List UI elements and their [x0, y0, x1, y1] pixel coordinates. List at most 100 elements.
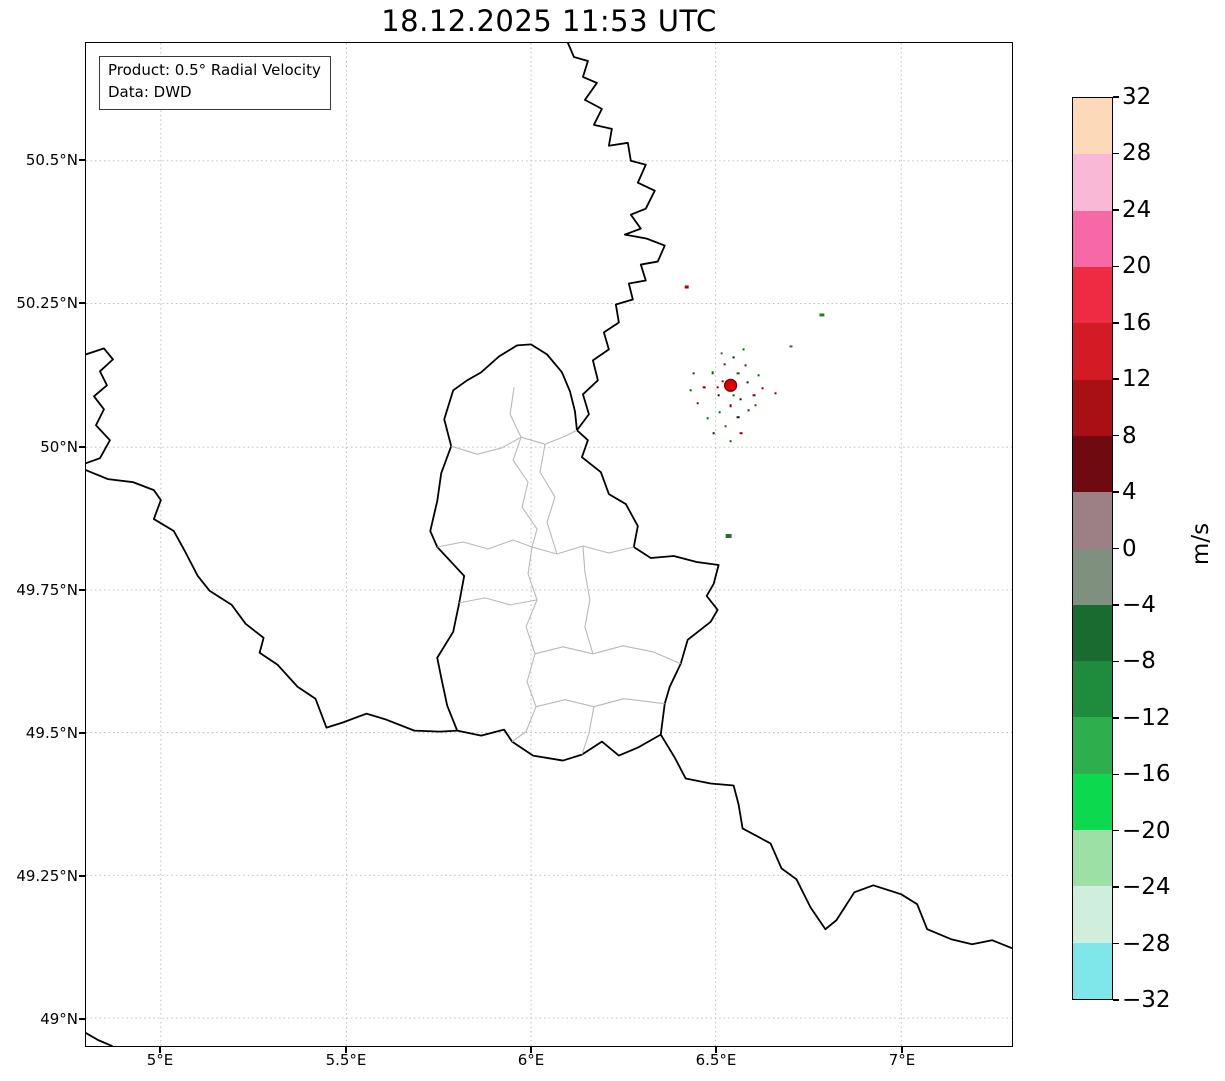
lat-tick-label: 49.5°N	[25, 724, 78, 742]
colorbar-tick-label: −28	[1122, 930, 1171, 957]
radar-echo-pixel	[754, 404, 757, 407]
country-borders	[86, 43, 1012, 1046]
colorbar-segment	[1073, 830, 1112, 887]
colorbar-tick-mark	[1113, 829, 1119, 832]
border-france-west	[86, 469, 459, 733]
radar-echo-pixel	[723, 363, 726, 366]
lon-tick-label: 6.5°E	[695, 1051, 737, 1069]
colorbar-segment	[1073, 379, 1112, 436]
radar-echo-pixel	[744, 364, 747, 367]
lat-tick-mark	[79, 159, 85, 161]
colorbar-tick-label: 20	[1122, 253, 1152, 280]
colorbar-tick-mark	[1113, 660, 1119, 663]
colorbar-segment	[1073, 323, 1112, 380]
radar-echo-pixel	[711, 371, 714, 375]
colorbar-segment	[1073, 154, 1112, 211]
lat-tick-mark	[79, 1018, 85, 1020]
radar-echo-pixel	[724, 425, 727, 428]
radar-echo-pixel	[736, 372, 740, 375]
map-svg	[86, 43, 1012, 1046]
colorbar-tick-label: −4	[1122, 591, 1156, 618]
colorbar-tick-mark	[1113, 773, 1119, 775]
colorbar-segment	[1073, 210, 1112, 267]
colorbar-tick-label: −12	[1122, 704, 1171, 731]
colorbar-tick-mark	[1113, 886, 1119, 888]
lon-tick-mark	[530, 1047, 532, 1053]
lon-tick-mark	[159, 1047, 161, 1053]
data-source-line: Data: DWD	[108, 82, 192, 101]
colorbar-tick-label: −8	[1122, 648, 1156, 675]
product-info-box: Product: 0.5° Radial Velocity Data: DWD	[99, 56, 331, 110]
radar-site-marker	[724, 378, 738, 392]
radar-echo-pixel	[725, 534, 732, 539]
lat-tick-mark	[79, 589, 85, 591]
colorbar-segment	[1073, 661, 1112, 718]
radar-echo-pixel	[706, 417, 709, 420]
border-france-east	[659, 733, 1012, 950]
radar-echo-pixel	[732, 356, 735, 359]
colorbar-tick-mark	[1113, 999, 1119, 1001]
colorbar-segment	[1073, 266, 1112, 324]
colorbar-tick-label: 32	[1122, 84, 1152, 110]
border-west-fragment	[86, 347, 114, 465]
border-belgium-germany	[567, 43, 666, 432]
lon-tick-label: 6°E	[517, 1051, 545, 1069]
lat-tick-mark	[79, 875, 85, 877]
lon-tick-mark	[345, 1047, 347, 1053]
radar-echo-pixel	[732, 394, 735, 397]
radar-echo-pixel	[721, 380, 724, 383]
colorbar-tick-label: 0	[1122, 535, 1137, 562]
colorbar-tick-mark	[1113, 717, 1119, 719]
colorbar-segment	[1073, 942, 1112, 999]
colorbar-segment	[1073, 886, 1112, 943]
colorbar-tick-label: 24	[1122, 196, 1152, 223]
lat-tick-mark	[79, 446, 85, 448]
lat-tick-label: 49.25°N	[16, 867, 78, 885]
colorbar-tick-label: −32	[1122, 987, 1171, 1013]
lat-tick-label: 49°N	[40, 1010, 78, 1028]
grid-lines	[86, 43, 1012, 1046]
colorbar-tick-mark	[1113, 96, 1119, 98]
radar-echo-pixel	[702, 386, 706, 389]
lat-tick-label: 50.5°N	[25, 151, 78, 169]
border-luxembourg	[429, 343, 720, 762]
radar-echo-pixel	[696, 402, 699, 405]
lon-tick-mark	[715, 1047, 717, 1053]
colorbar-tick-label: −16	[1122, 761, 1171, 788]
radar-echo-pixel	[747, 409, 750, 412]
lat-tick-label: 50°N	[40, 438, 78, 456]
radar-echo-pixel	[819, 313, 825, 317]
colorbar-tick-label: 4	[1122, 479, 1137, 506]
radar-echo-pixel	[761, 387, 764, 390]
colorbar-tick-mark	[1113, 152, 1119, 155]
radar-echo-pixel	[789, 345, 793, 348]
radar-echo-pixel	[729, 440, 732, 443]
radar-echo-pixel	[739, 398, 742, 401]
radar-echo-pixel	[739, 432, 743, 435]
radar-echo-pixel	[720, 352, 723, 355]
colorbar-tick-mark	[1113, 265, 1119, 268]
colorbar-tick-mark	[1113, 209, 1119, 211]
lon-tick-label: 5°E	[146, 1051, 174, 1069]
colorbar-segment	[1073, 604, 1112, 662]
radar-echo-pixel	[729, 404, 732, 408]
lat-tick-mark	[79, 302, 85, 304]
radar-echo-pixel	[692, 372, 695, 375]
colorbar-tick-mark	[1113, 604, 1119, 606]
radar-echo-pixel	[716, 386, 719, 389]
colorbar-tick-mark	[1113, 491, 1119, 493]
colorbar-tick-mark	[1113, 434, 1119, 437]
colorbar-tick-mark	[1113, 942, 1119, 945]
radar-echo-pixel	[742, 348, 745, 351]
radar-echo-pixel	[736, 416, 740, 419]
colorbar-tick-label: −20	[1122, 817, 1171, 844]
lat-tick-label: 50.25°N	[16, 294, 78, 312]
lat-tick-mark	[79, 732, 85, 734]
lon-tick-label: 5.5°E	[325, 1051, 367, 1069]
lon-tick-mark	[901, 1047, 903, 1053]
colorbar-tick-label: 16	[1122, 309, 1152, 336]
radar-echo-pixel	[746, 381, 749, 384]
colorbar	[1072, 97, 1113, 1000]
colorbar-tick-mark	[1113, 378, 1119, 380]
